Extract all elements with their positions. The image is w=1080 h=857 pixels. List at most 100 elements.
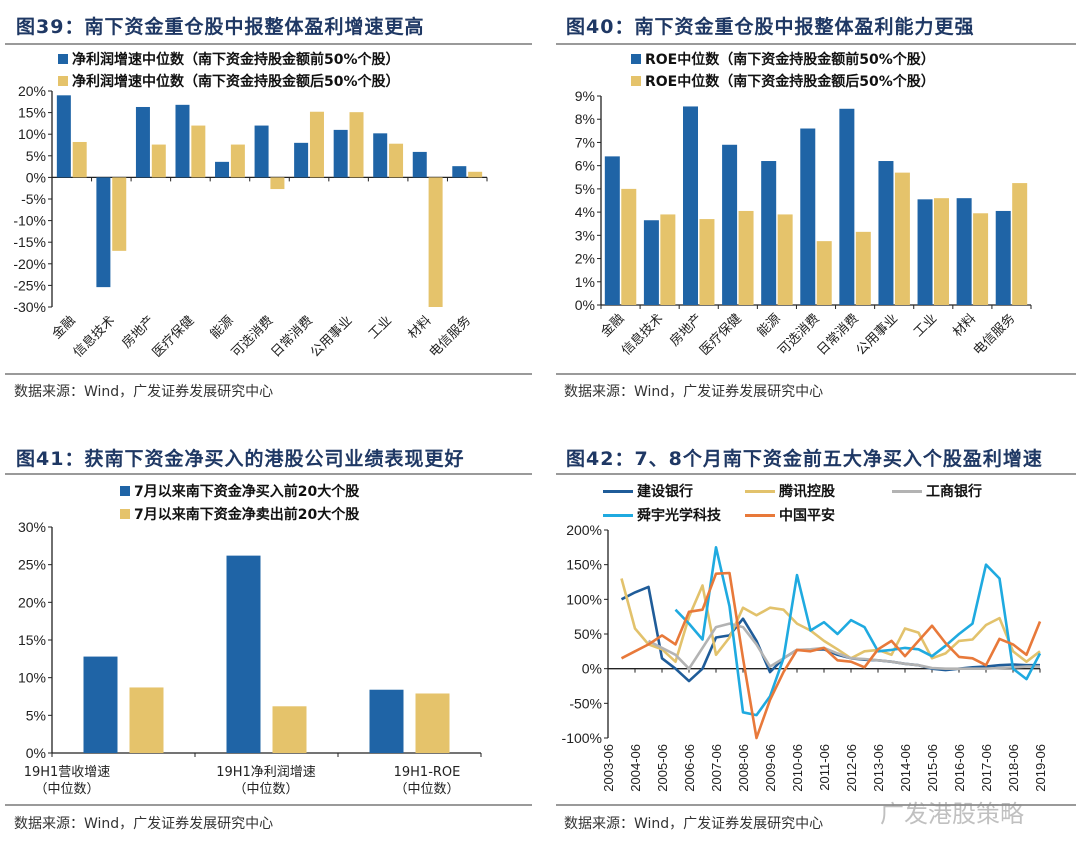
- fig42-series-line-工商银行: [647, 622, 1040, 670]
- fig39-bar-blue: [373, 133, 388, 178]
- legend-line: [892, 489, 922, 493]
- fig40-category-label: 金融: [598, 311, 627, 340]
- legend-swatch: [58, 76, 68, 86]
- fig40-bar-gold: [1012, 183, 1028, 305]
- fig39-category-label: 金融: [49, 313, 78, 342]
- fig40-source: 数据来源：Wind，广发证券发展研究中心: [564, 384, 824, 400]
- legend-line: [745, 489, 775, 493]
- fig40-category-label: 日常消费: [814, 311, 861, 358]
- fig42-x-tick-label: 2011-06: [817, 744, 832, 791]
- fig39-title: 图39：南下资金重仓股中报整体盈利增速更高: [16, 16, 425, 38]
- legend-line: [603, 489, 633, 493]
- fig39-bar-blue: [175, 104, 190, 178]
- fig39-bar-gold: [389, 143, 404, 178]
- fig40-bar-gold: [816, 241, 832, 305]
- fig40-bar-blue: [878, 161, 894, 305]
- fig39-y-tick-label: -5%: [21, 191, 46, 207]
- fig42-x-tick-label: 2013-06: [871, 744, 886, 792]
- fig41-bar-gold: [129, 687, 164, 753]
- fig42-x-tick-label: 2019-06: [1033, 744, 1048, 792]
- fig39-y-tick-label: 5%: [26, 148, 46, 164]
- fig41-category-label: 19H1营收增速 （中位数）: [0, 764, 137, 798]
- fig39-category-label: 医疗保健: [149, 313, 196, 360]
- fig40-category-label: 医疗保健: [697, 311, 744, 358]
- fig39-bar-blue: [254, 125, 269, 178]
- fig41-title-rule: [5, 473, 532, 475]
- fig42-y-tick-label: -50%: [569, 695, 602, 711]
- fig40-bar-blue: [956, 198, 972, 305]
- fig39-bar-blue: [452, 166, 467, 178]
- fig39-category-label: 材料: [405, 313, 434, 342]
- fig41-legend-series1: 7月以来南下资金净买入前20大个股: [120, 481, 359, 501]
- fig40-category-label: 能源: [754, 311, 783, 340]
- fig41-title: 图41：获南下资金净买入的港股公司业绩表现更好: [16, 448, 465, 470]
- legend-label: 舜宇光学科技: [637, 508, 721, 524]
- fig42-x-tick-label: 2015-06: [925, 744, 940, 792]
- fig40-category-label: 电信服务: [970, 311, 1017, 358]
- fig42-x-tick-label: 2009-06: [763, 744, 778, 792]
- legend-line: [603, 513, 633, 517]
- fig40-category-label: 房地产: [667, 311, 705, 349]
- fig40-bar-gold: [660, 214, 676, 305]
- fig41-bar-gold: [415, 693, 450, 753]
- fig41-y-tick-label: 25%: [18, 557, 46, 573]
- fig41-y-tick-label: 5%: [26, 707, 46, 723]
- fig40-category-label: 工业: [910, 311, 939, 340]
- fig40-bar-blue: [839, 108, 855, 306]
- fig42-x-tick-label: 2018-06: [1006, 744, 1021, 792]
- fig39-bar-blue: [96, 177, 111, 288]
- fig42-x-tick-label: 2010-06: [790, 744, 805, 792]
- fig40-bar-gold: [855, 231, 871, 305]
- fig41-y-tick-label: 0%: [26, 745, 46, 761]
- fig39-source: 数据来源：Wind，广发证券发展研究中心: [14, 384, 274, 400]
- fig39-y-tick-label: -25%: [13, 277, 46, 293]
- legend-label: 腾讯控股: [779, 484, 835, 500]
- fig39-y-tick-label: -30%: [13, 299, 46, 315]
- fig42-bottom-rule: [556, 804, 1076, 806]
- fig39-category-label: 公用事业: [307, 313, 354, 360]
- fig41-bar-blue: [83, 656, 118, 753]
- fig40-y-tick-label: 7%: [575, 134, 595, 150]
- fig40-title: 图40：南下资金重仓股中报整体盈利能力更强: [566, 16, 975, 38]
- fig40-bar-blue: [722, 144, 738, 305]
- fig39-y-tick-label: 20%: [18, 83, 46, 99]
- fig39-bar-gold: [468, 171, 483, 178]
- fig40-y-tick-label: 6%: [575, 158, 595, 174]
- fig41-bar-blue: [226, 555, 261, 753]
- category-line2: （中位数）: [34, 782, 100, 797]
- fig40-bar-gold: [699, 219, 715, 305]
- category-line1: 19H1净利润增速: [216, 765, 316, 780]
- fig39-category-label: 房地产: [119, 313, 157, 351]
- fig41-category-label: 19H1-ROE （中位数）: [357, 764, 497, 798]
- fig39-bottom-rule: [5, 373, 532, 375]
- fig41-legend-series2: 7月以来南下资金净卖出前20大个股: [120, 504, 359, 524]
- fig42-legend-series5: 中国平安: [745, 505, 835, 525]
- fig39-y-tick-label: 15%: [18, 105, 46, 121]
- fig40-bar-gold: [934, 198, 949, 305]
- legend-label: 中国平安: [779, 508, 835, 524]
- fig39-bar-gold: [309, 111, 324, 178]
- fig39-bar-blue: [56, 95, 71, 178]
- fig39-y-tick-label: -10%: [13, 213, 46, 229]
- fig39-legend-series2: 净利润增速中位数（南下资金持股金额后50%个股）: [58, 71, 400, 91]
- fig40-bar-blue: [643, 220, 659, 305]
- fig42-title: 图42：7、8个月南下资金前五大净买入个股盈利增速: [566, 448, 1043, 470]
- category-line1: 19H1营收增速: [23, 765, 111, 780]
- fig39-bar-blue: [412, 151, 427, 178]
- fig42-legend-series3: 工商银行: [892, 481, 982, 501]
- fig42-x-tick-label: 2003-06: [601, 744, 616, 792]
- fig42-legend-series1: 建设银行: [603, 481, 693, 501]
- fig41-bottom-rule: [5, 804, 532, 806]
- fig42-x-tick-label: 2008-06: [736, 744, 751, 792]
- fig39-bar-gold: [112, 177, 127, 251]
- fig39-bar-blue: [135, 106, 150, 178]
- fig39-legend-series1: 净利润增速中位数（南下资金持股金额前50%个股）: [58, 49, 400, 69]
- fig39-category-label: 信息技术: [70, 313, 117, 360]
- legend-label: 7月以来南下资金净卖出前20大个股: [134, 507, 360, 523]
- legend-swatch: [120, 509, 130, 519]
- fig39-bar-gold: [349, 112, 364, 178]
- legend-swatch: [631, 54, 641, 64]
- fig40-y-tick-label: 9%: [575, 88, 595, 104]
- fig42-y-tick-label: 50%: [574, 626, 602, 642]
- fig40-legend-series2: ROE中位数（南下资金持股金额后50%个股）: [631, 71, 935, 91]
